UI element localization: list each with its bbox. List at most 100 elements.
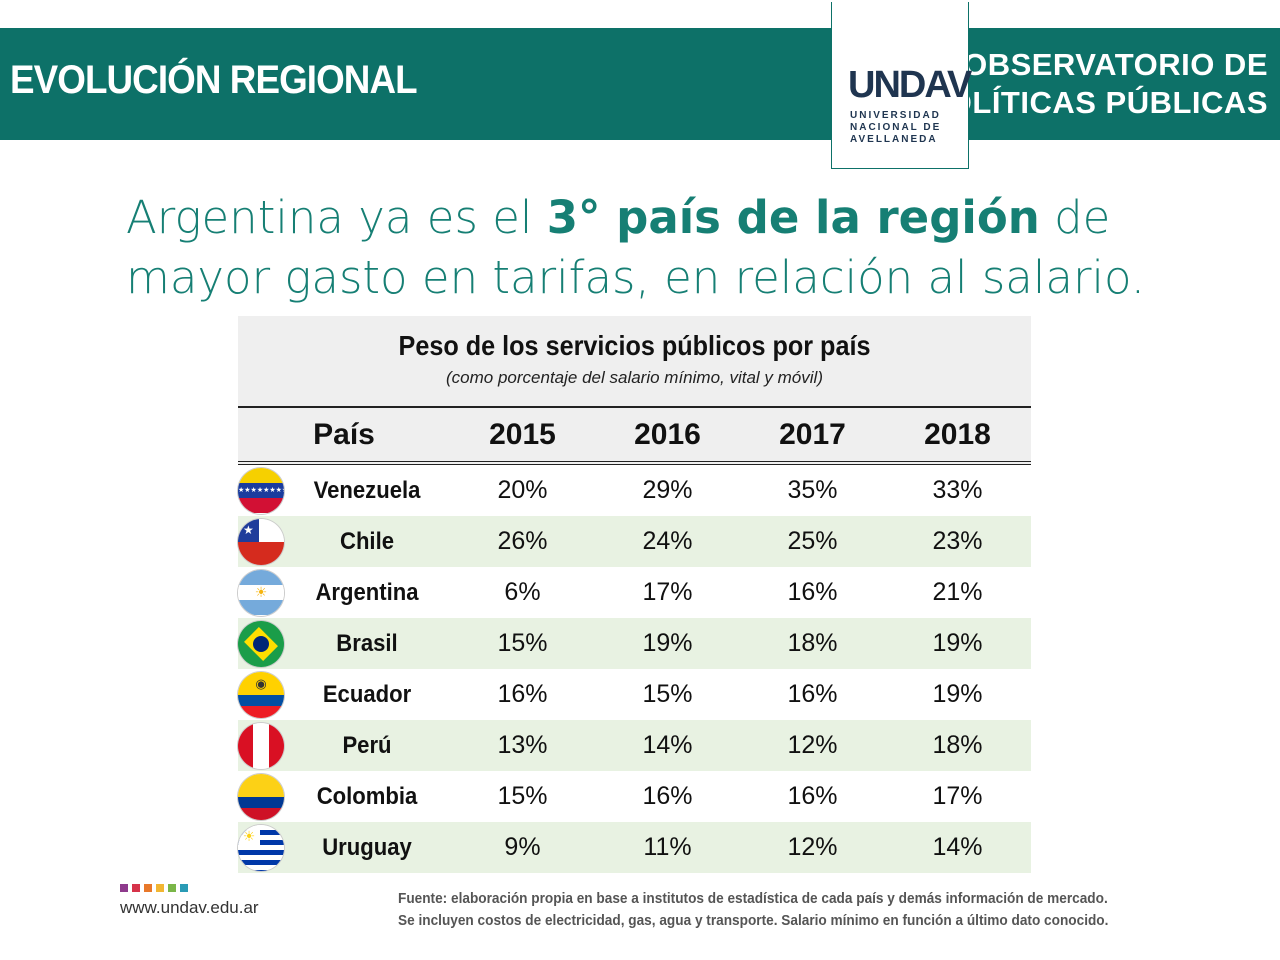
value-cell-2015: 26% <box>497 527 548 555</box>
table-row: ◉ Ecuador 16% 15% 16% 19% <box>238 669 1031 720</box>
column-header-2016: 2016 <box>634 417 701 451</box>
observatory-line1: OBSERVATORIO DE <box>963 47 1268 82</box>
value-cell-2018: 19% <box>932 629 983 657</box>
value-cell-2016: 16% <box>642 782 693 810</box>
brasil-flag-icon <box>238 620 284 667</box>
headline-part1: Argentina ya es el <box>126 191 547 244</box>
header-banner <box>0 28 1280 140</box>
headline-line2: mayor gasto en tarifas, en relación al s… <box>126 251 1146 304</box>
brand-dot <box>168 884 176 892</box>
venezuela-flag-icon: ★★★★★★★★ <box>238 467 284 514</box>
value-cell-2015: 13% <box>497 731 548 759</box>
country-name: Ecuador <box>322 680 412 708</box>
value-cell-2015: 15% <box>497 629 548 657</box>
brand-dot <box>144 884 152 892</box>
brand-dot <box>180 884 188 892</box>
colombia-flag-icon <box>238 773 284 820</box>
value-cell-2017: 12% <box>787 833 838 861</box>
argentina-flag-icon: ☀ <box>238 569 284 616</box>
source-note-line1: Fuente: elaboración propia en base a ins… <box>398 891 1108 907</box>
data-table: Peso de los servicios públicos por país … <box>238 316 1031 873</box>
country-name: Uruguay <box>322 833 412 861</box>
logo-sub-1: UNIVERSIDAD <box>850 110 941 121</box>
country-cell: ◉ Ecuador <box>238 671 450 718</box>
value-cell-2016: 29% <box>642 476 693 504</box>
value-cell-2015: 15% <box>497 782 548 810</box>
country-cell: ★ Chile <box>238 518 450 565</box>
country-cell: ☀ Argentina <box>238 569 450 616</box>
column-header-country: País <box>313 417 375 451</box>
table-row: Colombia 15% 16% 16% 17% <box>238 771 1031 822</box>
website-url: www.undav.edu.ar <box>120 898 259 917</box>
table-row: Perú 13% 14% 12% 18% <box>238 720 1031 771</box>
value-cell-2016: 11% <box>643 833 692 861</box>
brand-dot <box>132 884 140 892</box>
observatory-line2: POLÍTICAS PÚBLICAS <box>926 85 1268 120</box>
value-cell-2017: 25% <box>787 527 838 555</box>
table-subtitle: (como porcentaje del salario mínimo, vit… <box>446 368 823 387</box>
country-cell: ☀ Uruguay <box>238 824 450 871</box>
chile-flag-icon: ★ <box>238 518 284 565</box>
column-headers: País 2015 2016 2017 2018 <box>238 408 1031 465</box>
column-header-2015: 2015 <box>489 417 556 451</box>
logo-subtitle: UNIVERSIDAD NACIONAL DE AVELLANEDA <box>850 110 960 146</box>
value-cell-2018: 14% <box>932 833 983 861</box>
logo-sub-2: NACIONAL DE <box>850 122 942 133</box>
country-name: Colombia <box>316 782 418 810</box>
country-name: Chile <box>340 527 394 555</box>
value-cell-2015: 6% <box>504 578 541 606</box>
country-name: Perú <box>342 731 392 759</box>
value-cell-2018: 18% <box>932 731 983 759</box>
value-cell-2018: 17% <box>932 782 983 810</box>
value-cell-2016: 19% <box>642 629 693 657</box>
column-header-2018: 2018 <box>924 417 991 451</box>
table-row: Brasil 15% 19% 18% 19% <box>238 618 1031 669</box>
brand-dots <box>120 884 188 892</box>
value-cell-2015: 9% <box>504 833 541 861</box>
value-cell-2015: 20% <box>497 476 548 504</box>
source-note: Fuente: elaboración propia en base a ins… <box>398 888 1108 932</box>
country-name: Argentina <box>315 578 419 606</box>
headline: Argentina ya es el 3° país de la región … <box>126 188 1226 308</box>
value-cell-2017: 12% <box>787 731 838 759</box>
headline-bold: 3° país de la región <box>546 191 1040 244</box>
observatory-title: OBSERVATORIO DE POLÍTICAS PÚBLICAS <box>927 46 1268 122</box>
ecuador-flag-icon: ◉ <box>238 671 284 718</box>
value-cell-2017: 16% <box>787 782 838 810</box>
country-name: Venezuela <box>313 476 421 504</box>
country-name: Brasil <box>336 629 398 657</box>
value-cell-2016: 17% <box>642 578 693 606</box>
value-cell-2016: 14% <box>642 731 693 759</box>
value-cell-2016: 15% <box>642 680 693 708</box>
value-cell-2018: 33% <box>932 476 983 504</box>
value-cell-2017: 16% <box>787 578 838 606</box>
table-row: ☀ Uruguay 9% 11% 12% 14% <box>238 822 1031 873</box>
value-cell-2016: 24% <box>642 527 693 555</box>
country-cell: ★★★★★★★★ Venezuela <box>238 467 450 514</box>
country-cell: Brasil <box>238 620 450 667</box>
value-cell-2015: 16% <box>497 680 548 708</box>
uruguay-flag-icon: ☀ <box>238 824 284 871</box>
value-cell-2018: 23% <box>932 527 983 555</box>
table-title: Peso de los servicios públicos por país <box>398 330 871 361</box>
undav-logo: UNDAV UNIVERSIDAD NACIONAL DE AVELLANEDA <box>831 2 972 169</box>
table-body: ★★★★★★★★ Venezuela 20% 29% 35% 33% ★ Chile 26% 24… <box>238 465 1031 873</box>
value-cell-2017: 16% <box>787 680 838 708</box>
country-cell: Perú <box>238 722 450 769</box>
table-row: ☀ Argentina 6% 17% 16% 21% <box>238 567 1031 618</box>
table-row: ★ Chile 26% 24% 25% 23% <box>238 516 1031 567</box>
table-header: Peso de los servicios públicos por país … <box>238 316 1031 408</box>
table-row: ★★★★★★★★ Venezuela 20% 29% 35% 33% <box>238 465 1031 516</box>
value-cell-2018: 21% <box>932 578 983 606</box>
section-title: EVOLUCIÓN REGIONAL <box>10 58 418 102</box>
logo-word: UNDAV <box>848 64 972 106</box>
value-cell-2017: 35% <box>787 476 838 504</box>
logo-sub-3: AVELLANEDA <box>850 134 938 145</box>
brand-dot <box>156 884 164 892</box>
column-header-2017: 2017 <box>779 417 846 451</box>
peru-flag-icon <box>238 722 284 769</box>
brand-dot <box>120 884 128 892</box>
headline-part2: de <box>1039 191 1111 244</box>
country-cell: Colombia <box>238 773 450 820</box>
value-cell-2017: 18% <box>787 629 838 657</box>
